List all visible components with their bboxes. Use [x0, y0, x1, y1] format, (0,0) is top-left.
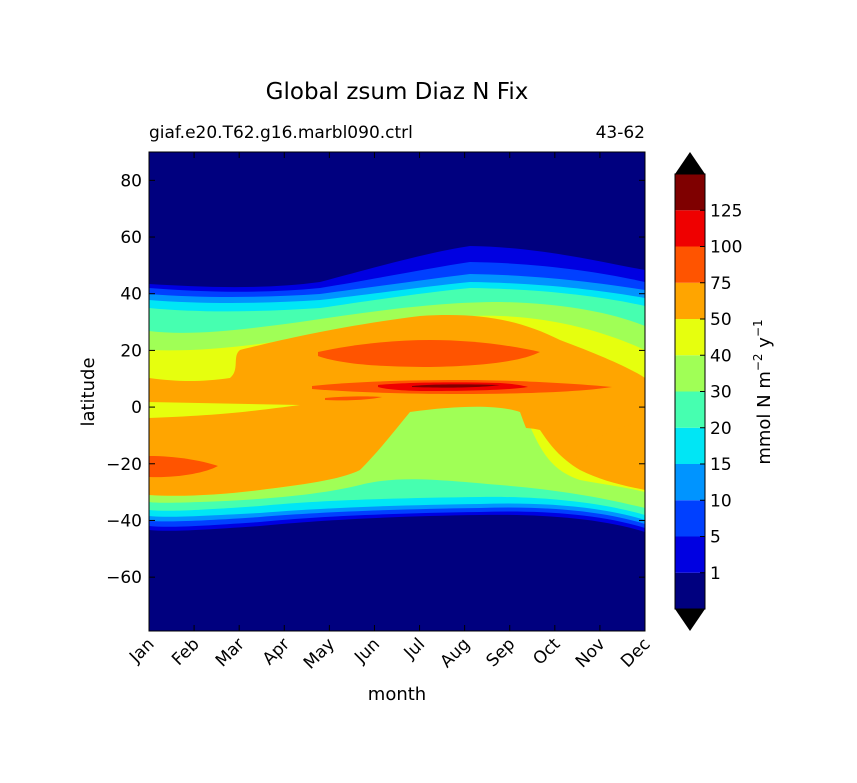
x-tick-label: Oct	[529, 634, 564, 669]
x-tick-label: Jun	[350, 634, 384, 668]
contour-band-40-south-body	[360, 406, 560, 479]
colorbar-segment	[675, 500, 705, 537]
y-tick-label: 60	[120, 228, 142, 248]
colorbar-segment	[675, 427, 705, 464]
x-tick-label: Jul	[400, 634, 429, 663]
contour-band-75-sw	[149, 456, 218, 478]
colorbar-segment	[675, 391, 705, 428]
colorbar-tick-label: 100	[710, 238, 742, 258]
x-tick-label: Aug	[437, 634, 475, 672]
colorbar-label-exp2: −1	[751, 319, 765, 337]
y-tick-label: 0	[131, 398, 142, 418]
contour-band-50	[149, 315, 645, 496]
contour-fills	[149, 246, 645, 532]
colorbar-tick-label: 30	[710, 383, 732, 403]
x-tick-label: Sep	[482, 634, 519, 671]
colorbar-label-mid: y	[754, 337, 775, 354]
colorbar-segment	[675, 464, 705, 501]
contour-fill-region-south	[149, 402, 300, 418]
colorbar-tick-label: 20	[710, 419, 732, 439]
contour-band-75	[318, 340, 540, 367]
colorbar-label-exp1: −2	[751, 353, 765, 371]
colorbar-label-main: mmol N m	[754, 371, 775, 465]
colorbar-segment	[675, 174, 705, 211]
colorbar-tick-label: 10	[710, 491, 732, 511]
y-tick-label: −60	[106, 568, 142, 588]
colorbar-label: mmol N m−2 y−1	[751, 319, 775, 464]
colorbar-segment	[675, 282, 705, 319]
colorbar-extend-bottom	[675, 609, 705, 631]
colorbar-tick-label: 40	[710, 346, 732, 366]
colorbar-segment	[675, 319, 705, 356]
colorbar-tick-label: 75	[710, 274, 732, 294]
x-axis-label: month	[368, 684, 426, 705]
y-axis: 80 60 40 20 0 −20 −40 −60	[106, 171, 645, 588]
x-tick-label: Mar	[212, 634, 249, 671]
contour-band-125	[412, 384, 500, 388]
x-tick-label: Dec	[617, 634, 654, 671]
y-tick-label: 20	[120, 341, 142, 361]
chart-title: Global zsum Diaz N Fix	[266, 79, 529, 105]
y-axis-label: latitude	[78, 357, 99, 426]
colorbar-segment	[675, 572, 705, 609]
chart-subtitle-right: 43-62	[596, 123, 645, 143]
colorbar-segment	[675, 536, 705, 573]
y-tick-label: −20	[106, 455, 142, 475]
colorbar-extend-top	[675, 152, 705, 174]
contour-band-75-small	[325, 396, 382, 401]
x-tick-label: Feb	[168, 634, 203, 669]
y-tick-label: 80	[120, 171, 142, 191]
contour-band-50-se	[575, 422, 645, 488]
y-tick-label: −40	[106, 511, 142, 531]
plot-frame	[148, 151, 646, 632]
plot-area	[148, 151, 646, 632]
x-tick-label: May	[300, 634, 339, 673]
colorbar-segment	[675, 210, 705, 247]
colorbar-segment	[675, 246, 705, 283]
colorbar-tick-label: 1	[710, 564, 721, 584]
colorbar-tick-label: 5	[710, 528, 721, 548]
colorbar-segment	[675, 355, 705, 392]
chart-subtitle-left: giaf.e20.T62.g16.marbl090.ctrl	[149, 123, 413, 143]
colorbar-tick-label: 125	[710, 201, 742, 221]
x-tick-label: Nov	[572, 634, 610, 672]
y-tick-label: 40	[120, 285, 142, 305]
x-tick-label: Apr	[259, 634, 294, 669]
colorbar-tick-label: 50	[710, 310, 732, 330]
x-tick-label: Jan	[125, 634, 158, 667]
colorbar-tick-label: 15	[710, 455, 732, 475]
